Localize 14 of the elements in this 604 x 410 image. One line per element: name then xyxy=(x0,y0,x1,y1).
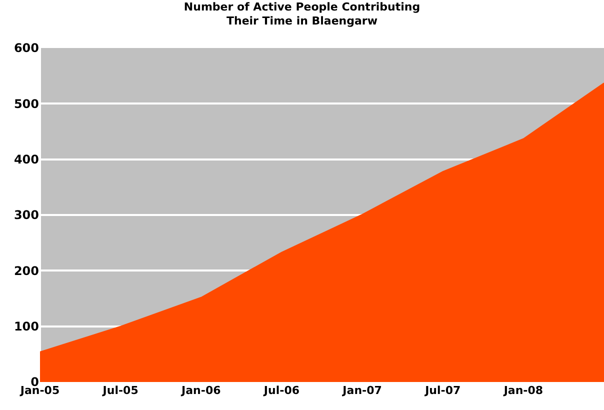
x-tick-label: Jul-07 xyxy=(424,384,461,397)
y-tick-label: 400 xyxy=(14,152,39,167)
y-tick-label: 500 xyxy=(14,96,39,111)
x-tick-label: Jul-05 xyxy=(102,384,138,397)
x-tick-label: Jan-07 xyxy=(342,384,382,397)
y-tick-label: 300 xyxy=(14,208,39,222)
chart-title: Number of Active People Contributing Their Time in Blaengarw xyxy=(184,0,420,28)
y-tick-label: 200 xyxy=(14,264,39,278)
x-tick-label: Jan-05 xyxy=(19,384,60,397)
x-tick-label: Jan-08 xyxy=(502,384,544,397)
y-tick-label: 600 xyxy=(14,41,39,56)
x-tick-label: Jan-06 xyxy=(180,384,222,397)
x-tick-label: Jul-06 xyxy=(262,384,300,397)
y-tick-label: 100 xyxy=(14,320,39,334)
